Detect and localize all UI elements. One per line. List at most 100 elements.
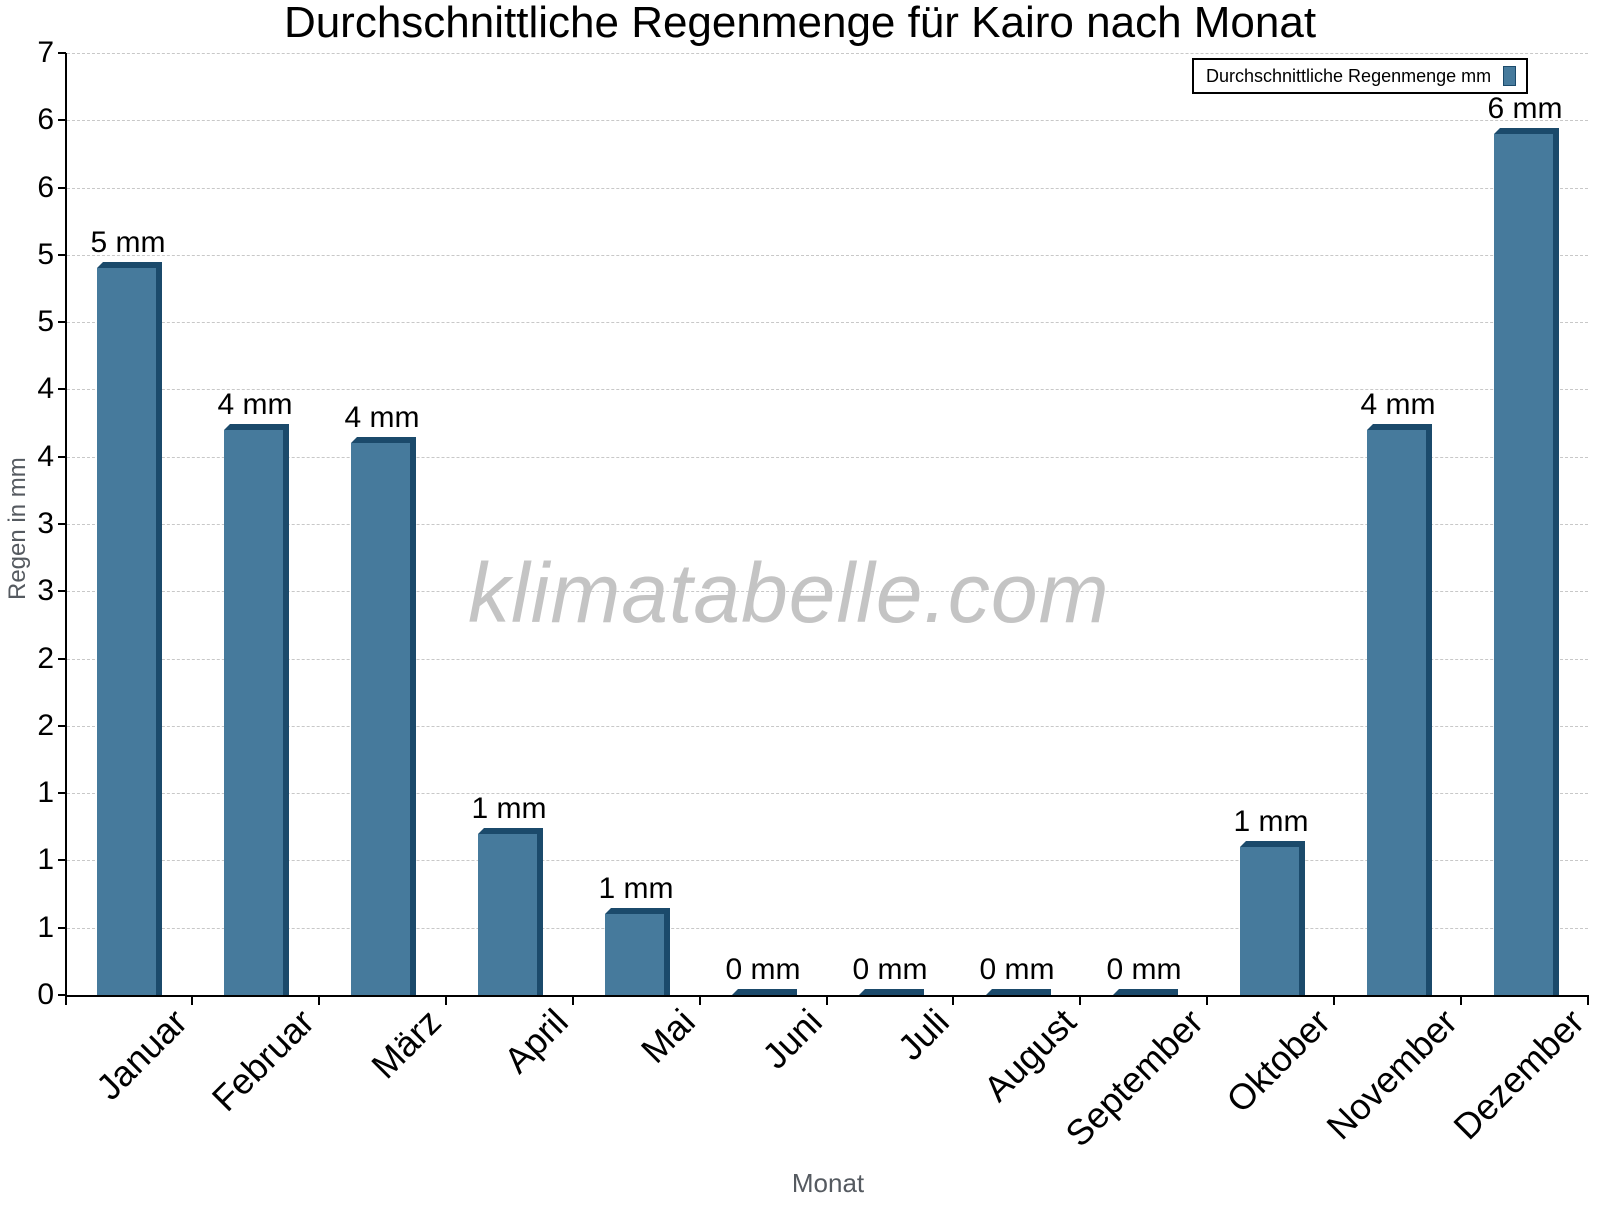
data-label: 4 mm: [344, 401, 420, 434]
y-tick-label: 7: [37, 36, 54, 69]
bar-side: [283, 430, 289, 995]
y-tick-mark: [58, 859, 66, 861]
bar-juni: [732, 989, 797, 995]
bar-märz: [351, 437, 416, 995]
bar-top: [351, 437, 416, 443]
bar-top: [605, 908, 670, 914]
data-label: 1 mm: [1233, 805, 1309, 838]
y-axis-title: Regen in mm: [4, 457, 31, 600]
data-label: 4 mm: [217, 388, 293, 421]
gridline: [67, 53, 1588, 54]
chart-title: Durchschnittliche Regenmenge für Kairo n…: [283, 0, 1317, 47]
y-tick-mark: [58, 456, 66, 458]
y-tick-label: 0: [37, 978, 54, 1011]
y-tick-mark: [58, 254, 66, 256]
x-tick-mark: [65, 995, 67, 1005]
gridline: [67, 524, 1588, 525]
x-tick-mark: [1206, 995, 1208, 1005]
y-tick-label: 3: [37, 574, 54, 607]
bar-face: [224, 430, 283, 995]
x-tick-mark: [445, 995, 447, 1005]
y-tick-label: 5: [37, 238, 54, 271]
gridline: [67, 659, 1588, 660]
y-tick-mark: [58, 792, 66, 794]
y-tick-label: 2: [37, 642, 54, 675]
y-tick-mark: [58, 590, 66, 592]
data-label: 5 mm: [90, 226, 166, 259]
y-tick-mark: [58, 187, 66, 189]
gridline: [67, 928, 1588, 929]
gridline: [67, 726, 1588, 727]
data-label: 4 mm: [1360, 388, 1436, 421]
bar-top: [97, 262, 162, 268]
data-label: 0 mm: [725, 953, 801, 986]
data-label: 0 mm: [852, 953, 928, 986]
bar-side: [664, 914, 670, 995]
gridline: [67, 457, 1588, 458]
bar-side: [156, 268, 162, 995]
y-tick-label: 1: [37, 911, 54, 944]
watermark: klimatabelle.com: [468, 546, 1110, 640]
x-tick-mark: [191, 995, 193, 1005]
bar-top: [478, 828, 543, 834]
legend: Durchschnittliche Regenmenge mm: [1192, 58, 1529, 94]
bar-face: [478, 834, 537, 995]
bar-face: [1367, 430, 1426, 995]
x-tick-mark: [826, 995, 828, 1005]
legend-label: Durchschnittliche Regenmenge mm: [1206, 65, 1492, 86]
bar-juli: [859, 989, 924, 995]
bar-februar: [224, 424, 289, 995]
bar-top: [986, 989, 1051, 995]
bar-side: [537, 834, 543, 995]
bar-side: [1553, 134, 1559, 995]
bar-face: [97, 268, 156, 995]
bar-face: [1240, 847, 1299, 995]
y-tick-mark: [58, 388, 66, 390]
bar-dezember: [1494, 128, 1559, 995]
bar-april: [478, 828, 543, 995]
y-tick-mark: [58, 658, 66, 660]
y-tick-label: 1: [37, 843, 54, 876]
gridline: [67, 120, 1588, 121]
gridline: [67, 255, 1588, 256]
bar-januar: [97, 262, 162, 995]
bar-september: [1113, 989, 1178, 995]
bar-oktober: [1240, 841, 1305, 995]
y-tick-mark: [58, 523, 66, 525]
y-tick-label: 6: [37, 103, 54, 136]
bar-november: [1367, 424, 1432, 995]
gridline: [67, 860, 1588, 861]
bar-top: [1240, 841, 1305, 847]
gridline: [67, 591, 1588, 592]
x-tick-mark: [1079, 995, 1081, 1005]
y-tick-mark: [58, 725, 66, 727]
y-tick-label: 6: [37, 171, 54, 204]
bar-side: [1426, 430, 1432, 995]
y-tick-mark: [58, 994, 66, 996]
y-axis-line: [65, 53, 67, 997]
bar-face: [605, 914, 664, 995]
y-tick-label: 3: [37, 507, 54, 540]
bar-top: [1367, 424, 1432, 430]
bar-top: [1494, 128, 1559, 134]
y-tick-label: 2: [37, 709, 54, 742]
x-axis-title: Monat: [791, 1168, 865, 1198]
data-label: 6 mm: [1487, 92, 1563, 125]
data-label: 0 mm: [1106, 953, 1182, 986]
bar-top: [1113, 989, 1178, 995]
y-tick-mark: [58, 52, 66, 54]
x-tick-mark: [318, 995, 320, 1005]
bar-august: [986, 989, 1051, 995]
bar-face: [1494, 134, 1553, 995]
x-tick-mark: [952, 995, 954, 1005]
y-tick-mark: [58, 321, 66, 323]
x-tick-mark: [572, 995, 574, 1005]
gridline: [67, 793, 1588, 794]
bar-side: [1299, 847, 1305, 995]
y-tick-label: 5: [37, 305, 54, 338]
x-tick-mark: [1333, 995, 1335, 1005]
y-tick-mark: [58, 927, 66, 929]
data-label: 1 mm: [598, 872, 674, 905]
bar-top: [859, 989, 924, 995]
y-tick-label: 1: [37, 776, 54, 809]
